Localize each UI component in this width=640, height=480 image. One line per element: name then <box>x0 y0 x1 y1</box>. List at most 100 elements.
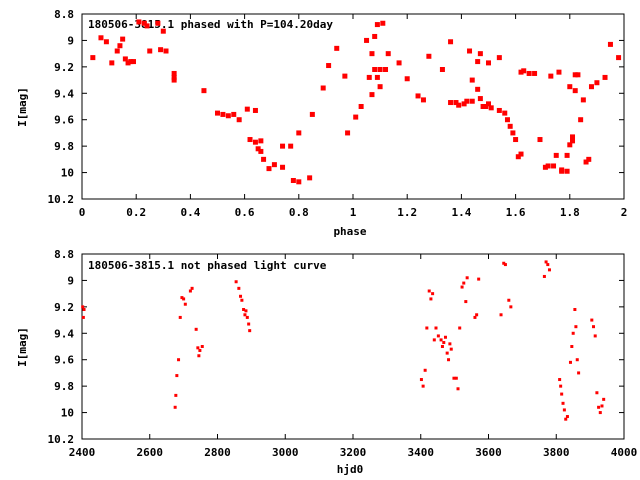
data-point <box>171 77 177 83</box>
data-point <box>616 55 622 61</box>
data-point <box>448 342 452 346</box>
data-point <box>561 401 565 405</box>
data-point <box>258 148 264 154</box>
data-point <box>342 73 348 79</box>
data-point <box>434 326 438 330</box>
data-point <box>567 142 573 148</box>
data-point <box>510 130 516 136</box>
data-point <box>439 338 443 342</box>
x-tick-label: 3200 <box>340 446 367 459</box>
y-tick-label: 10 <box>61 407 74 420</box>
data-point <box>144 23 150 29</box>
data-point <box>404 76 410 82</box>
data-point <box>475 59 481 65</box>
x-tick-label: 3400 <box>408 446 435 459</box>
y-tick-label: 9.4 <box>54 327 74 340</box>
data-point <box>551 163 557 169</box>
y-tick-label: 10 <box>61 167 74 180</box>
data-point <box>469 98 475 104</box>
data-point <box>488 105 494 111</box>
data-point <box>448 100 454 106</box>
data-point <box>141 20 147 26</box>
data-point <box>526 70 532 76</box>
data-point <box>544 260 548 264</box>
data-point <box>546 263 550 267</box>
data-point <box>464 98 470 104</box>
data-point <box>288 143 294 149</box>
data-point <box>448 39 454 45</box>
data-point <box>420 97 426 103</box>
data-point <box>196 346 200 350</box>
data-point <box>454 376 458 380</box>
data-point <box>483 104 489 109</box>
data-point <box>90 55 96 61</box>
data-point <box>252 107 258 113</box>
data-point <box>442 341 446 345</box>
data-point <box>177 358 181 362</box>
data-point <box>600 404 604 408</box>
data-point <box>198 348 202 352</box>
data-point <box>136 19 142 25</box>
data-point <box>469 77 475 83</box>
data-point <box>369 51 375 57</box>
data-point <box>573 308 577 311</box>
data-point <box>194 327 198 331</box>
data-point <box>247 322 251 326</box>
data-point <box>564 168 570 174</box>
data-point <box>366 74 372 80</box>
data-point <box>372 33 378 39</box>
x-axis-label: phase <box>333 225 366 238</box>
data-point <box>220 111 226 117</box>
data-point <box>447 358 451 362</box>
data-point <box>443 335 447 339</box>
data-point <box>486 101 491 107</box>
data-point <box>188 289 192 293</box>
data-point <box>247 137 253 143</box>
data-point <box>245 315 249 319</box>
data-point <box>175 374 179 378</box>
data-point <box>593 334 597 338</box>
data-point <box>571 331 575 335</box>
data-point <box>595 391 599 395</box>
data-point <box>588 84 594 90</box>
y-tick-label: 9.6 <box>54 354 74 367</box>
data-point <box>130 59 136 65</box>
data-point <box>502 110 508 116</box>
data-point <box>421 384 425 388</box>
y-tick-label: 9.8 <box>54 380 74 393</box>
data-point <box>475 313 479 317</box>
data-point <box>562 408 566 412</box>
data-point <box>590 318 594 322</box>
data-point <box>385 51 391 57</box>
data-point <box>560 392 564 396</box>
data-point <box>280 164 286 170</box>
data-point <box>353 114 359 120</box>
data-point <box>81 315 85 319</box>
x-tick-label: 1 <box>350 206 357 219</box>
data-point <box>419 378 423 382</box>
data-point <box>163 48 169 54</box>
data-point <box>128 59 134 65</box>
plot-frame <box>81 13 625 200</box>
x-tick-label: 2400 <box>69 446 96 459</box>
data-point <box>374 74 380 80</box>
data-point <box>261 156 267 162</box>
data-point <box>109 60 115 66</box>
data-point <box>307 175 313 181</box>
data-point <box>542 164 548 170</box>
data-point <box>567 84 573 90</box>
data-point <box>231 111 237 117</box>
data-point <box>258 138 264 144</box>
data-point <box>462 281 466 285</box>
data-point <box>518 151 524 157</box>
y-axis-label: I[mag] <box>16 327 29 367</box>
data-point <box>215 110 220 116</box>
data-point <box>564 152 570 158</box>
data-point <box>513 137 519 143</box>
x-tick-label: 0.4 <box>180 206 200 219</box>
data-point <box>592 325 596 329</box>
data-point <box>545 163 551 169</box>
data-point <box>453 100 459 106</box>
data-point <box>309 111 315 117</box>
data-point <box>558 378 562 382</box>
